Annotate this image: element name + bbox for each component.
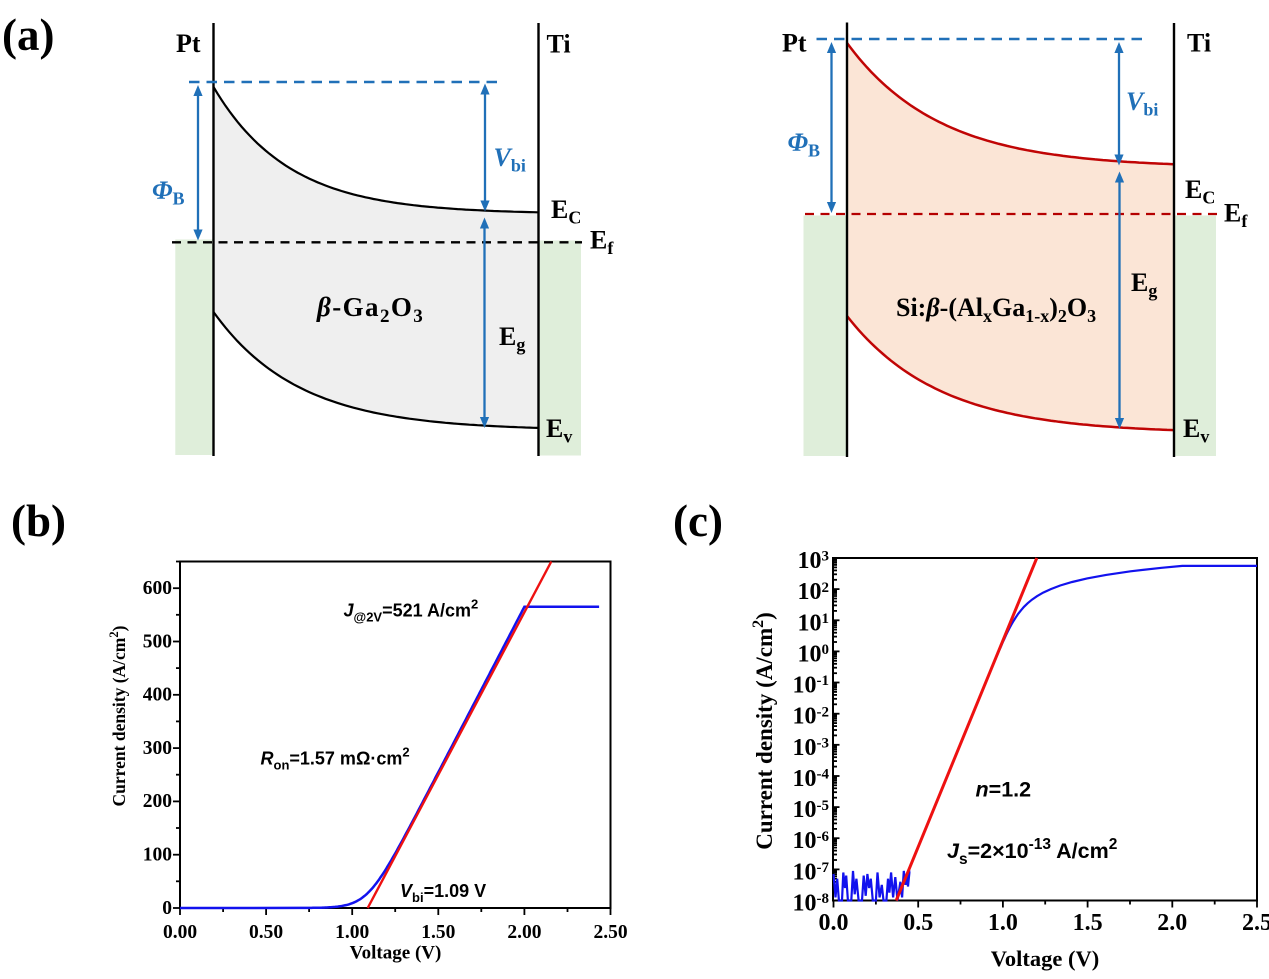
svg-text:Voltage (V): Voltage (V) — [991, 946, 1100, 971]
svg-text:0.0: 0.0 — [819, 910, 849, 936]
svg-text:0: 0 — [162, 898, 172, 919]
svg-text:1.00: 1.00 — [335, 922, 369, 943]
svg-text:Current density (A/cm2): Current density (A/cm2) — [750, 612, 777, 850]
svg-text:(b): (b) — [11, 496, 66, 546]
svg-text:0.00: 0.00 — [163, 922, 197, 943]
svg-text:600: 600 — [143, 578, 172, 599]
svg-text:β-Ga2O3: β-Ga2O3 — [316, 292, 424, 327]
svg-text:Js=2×10-13 A/cm2: Js=2×10-13 A/cm2 — [947, 836, 1117, 868]
svg-text:10-6: 10-6 — [793, 828, 830, 854]
svg-text:Ti: Ti — [1187, 29, 1211, 58]
svg-text:2.00: 2.00 — [507, 922, 541, 943]
svg-text:J@2V=521 A/cm2: J@2V=521 A/cm2 — [344, 597, 479, 625]
svg-text:2.50: 2.50 — [593, 922, 627, 943]
svg-text:EC: EC — [551, 195, 581, 228]
svg-text:Vbi=1.09 V: Vbi=1.09 V — [400, 881, 486, 905]
svg-text:0.50: 0.50 — [249, 922, 283, 943]
svg-text:0.5: 0.5 — [903, 910, 933, 936]
svg-text:300: 300 — [143, 738, 172, 759]
svg-text:1.5: 1.5 — [1073, 910, 1103, 936]
svg-text:Pt: Pt — [176, 29, 201, 58]
svg-text:500: 500 — [143, 631, 172, 652]
svg-text:ΦB: ΦB — [152, 176, 185, 209]
svg-text:200: 200 — [143, 791, 172, 812]
svg-text:n=1.2: n=1.2 — [976, 778, 1032, 802]
svg-text:Si:β-(AlxGa1-x)2O3: Si:β-(AlxGa1-x)2O3 — [896, 293, 1096, 326]
svg-text:100: 100 — [143, 845, 172, 866]
svg-text:Ti: Ti — [547, 30, 571, 59]
svg-text:10-2: 10-2 — [793, 704, 830, 730]
svg-text:Ron=1.57 mΩ·cm2: Ron=1.57 mΩ·cm2 — [261, 745, 410, 773]
svg-text:(a): (a) — [2, 10, 54, 60]
svg-text:Current density (A/cm2): Current density (A/cm2) — [107, 625, 129, 806]
svg-text:2.0: 2.0 — [1157, 910, 1187, 936]
svg-text:Voltage (V): Voltage (V) — [350, 943, 442, 964]
svg-text:1.50: 1.50 — [421, 922, 455, 943]
svg-text:400: 400 — [143, 685, 172, 706]
svg-text:2.5: 2.5 — [1242, 910, 1269, 936]
svg-text:Pt: Pt — [782, 29, 807, 58]
svg-text:1.0: 1.0 — [988, 910, 1018, 936]
svg-text:(c): (c) — [673, 496, 723, 546]
